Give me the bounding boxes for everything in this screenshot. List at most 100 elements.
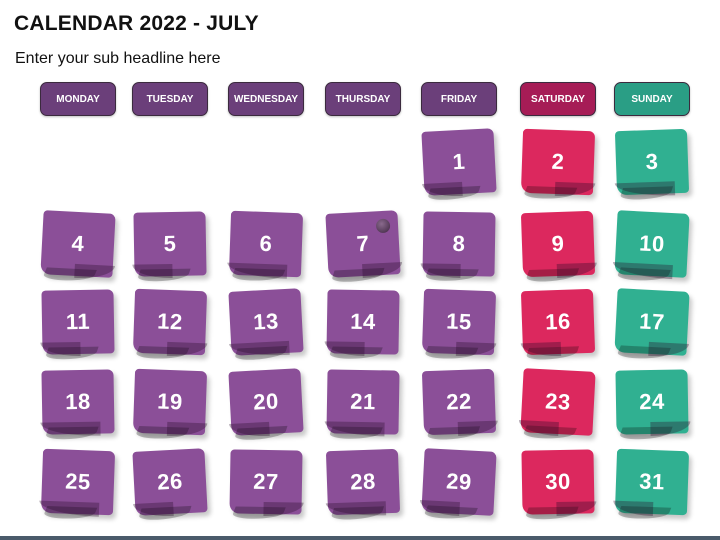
date-number: 24 bbox=[639, 388, 665, 415]
note-curl bbox=[226, 262, 288, 279]
date-number: 11 bbox=[65, 308, 91, 335]
day-header-tuesday: TUESDAY bbox=[132, 82, 208, 116]
date-number: 15 bbox=[445, 308, 473, 335]
date-number: 1 bbox=[451, 148, 466, 175]
page-subtitle: Enter your sub headline here bbox=[15, 50, 221, 67]
note-curl bbox=[419, 499, 460, 517]
date-note-2[interactable]: 2 bbox=[520, 128, 596, 198]
date-number: 23 bbox=[544, 388, 572, 415]
note-curl bbox=[166, 421, 208, 438]
date-note-14[interactable]: 14 bbox=[324, 289, 400, 357]
note-curl bbox=[612, 261, 673, 280]
date-note-30[interactable]: 30 bbox=[521, 449, 597, 517]
note-curl bbox=[648, 341, 689, 358]
date-number: 16 bbox=[544, 308, 572, 335]
date-number: 31 bbox=[638, 468, 666, 495]
day-header-wednesday: WEDNESDAY bbox=[228, 82, 304, 116]
date-number: 28 bbox=[349, 468, 377, 495]
note-curl bbox=[166, 341, 208, 358]
date-number: 9 bbox=[551, 230, 565, 257]
bottom-bar bbox=[0, 536, 720, 540]
date-note-5[interactable]: 5 bbox=[132, 211, 207, 279]
note-curl bbox=[38, 500, 100, 517]
date-number: 27 bbox=[253, 468, 279, 495]
note-curl bbox=[325, 501, 387, 518]
date-note-1[interactable]: 1 bbox=[421, 128, 497, 198]
note-curl bbox=[518, 419, 559, 437]
note-curl bbox=[650, 421, 691, 437]
date-number: 2 bbox=[551, 148, 565, 175]
date-number: 4 bbox=[71, 230, 86, 257]
note-curl bbox=[612, 500, 654, 517]
date-number: 12 bbox=[156, 308, 184, 335]
date-note-10[interactable]: 10 bbox=[612, 210, 690, 280]
date-number: 10 bbox=[638, 230, 666, 257]
date-number: 14 bbox=[350, 308, 376, 335]
date-number: 29 bbox=[445, 468, 473, 495]
date-note-12[interactable]: 12 bbox=[132, 288, 208, 358]
note-curl bbox=[229, 340, 290, 358]
note-curl bbox=[362, 261, 403, 279]
date-number: 25 bbox=[64, 468, 92, 495]
date-number: 5 bbox=[163, 230, 177, 257]
date-note-11[interactable]: 11 bbox=[40, 289, 115, 357]
date-number: 3 bbox=[645, 148, 659, 175]
date-number: 22 bbox=[445, 388, 473, 415]
page-title: CALENDAR 2022 - JULY bbox=[14, 12, 259, 35]
date-number: 21 bbox=[350, 388, 376, 415]
note-curl bbox=[422, 181, 463, 198]
date-note-6[interactable]: 6 bbox=[226, 210, 304, 279]
date-note-27[interactable]: 27 bbox=[229, 449, 304, 517]
date-note-15[interactable]: 15 bbox=[421, 288, 497, 358]
date-number: 19 bbox=[156, 388, 184, 415]
date-note-21[interactable]: 21 bbox=[324, 369, 400, 437]
note-curl bbox=[324, 341, 365, 357]
date-note-16[interactable]: 16 bbox=[520, 288, 596, 358]
date-number: 6 bbox=[259, 230, 273, 257]
note-curl bbox=[556, 262, 598, 279]
note-curl bbox=[520, 341, 562, 358]
note-curl bbox=[40, 341, 81, 357]
note-curl bbox=[229, 421, 270, 438]
date-number: 18 bbox=[65, 388, 91, 415]
day-header-sunday: SUNDAY bbox=[614, 82, 690, 116]
date-number: 17 bbox=[638, 308, 666, 335]
date-note-3[interactable]: 3 bbox=[614, 128, 690, 198]
date-note-24[interactable]: 24 bbox=[615, 369, 691, 437]
date-note-8[interactable]: 8 bbox=[420, 211, 496, 279]
date-note-20[interactable]: 20 bbox=[228, 368, 304, 438]
date-note-7[interactable]: 7 bbox=[325, 210, 403, 279]
date-note-13[interactable]: 13 bbox=[228, 288, 304, 358]
note-curl bbox=[133, 501, 174, 518]
note-curl bbox=[74, 263, 115, 280]
note-curl bbox=[614, 181, 676, 198]
date-note-31[interactable]: 31 bbox=[612, 448, 690, 517]
note-curl bbox=[132, 263, 173, 279]
date-note-17[interactable]: 17 bbox=[614, 288, 690, 358]
note-curl bbox=[263, 501, 304, 517]
date-note-29[interactable]: 29 bbox=[419, 448, 497, 517]
note-curl bbox=[556, 501, 597, 517]
day-header-friday: FRIDAY bbox=[421, 82, 497, 116]
day-header-thursday: THURSDAY bbox=[325, 82, 401, 116]
date-number: 7 bbox=[355, 230, 370, 257]
date-note-22[interactable]: 22 bbox=[421, 368, 499, 437]
date-note-25[interactable]: 25 bbox=[38, 448, 116, 517]
date-note-28[interactable]: 28 bbox=[325, 448, 401, 518]
note-curl bbox=[554, 181, 596, 198]
note-curl bbox=[420, 263, 461, 279]
date-note-26[interactable]: 26 bbox=[132, 448, 208, 518]
date-note-4[interactable]: 4 bbox=[40, 210, 116, 280]
note-curl bbox=[457, 420, 499, 437]
date-number: 20 bbox=[252, 388, 280, 415]
date-note-19[interactable]: 19 bbox=[132, 368, 208, 438]
date-note-9[interactable]: 9 bbox=[520, 210, 598, 279]
date-number: 13 bbox=[252, 308, 280, 335]
note-curl bbox=[455, 341, 497, 358]
day-header-monday: MONDAY bbox=[40, 82, 116, 116]
date-note-18[interactable]: 18 bbox=[40, 369, 115, 437]
date-number: 30 bbox=[545, 468, 571, 495]
date-number: 8 bbox=[452, 230, 466, 257]
note-curl bbox=[324, 421, 385, 437]
date-note-23[interactable]: 23 bbox=[518, 368, 596, 437]
